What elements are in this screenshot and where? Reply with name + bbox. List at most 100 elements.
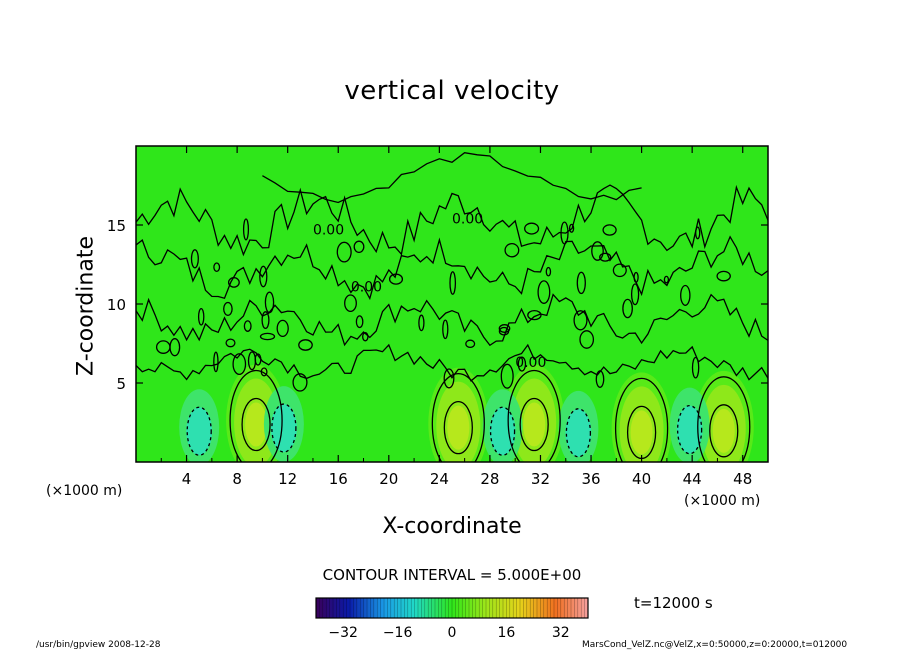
turbulent-cell [622, 298, 633, 319]
downdraft-core-4 [676, 405, 703, 454]
turbulent-cell [716, 270, 731, 282]
zero-contour-3 [136, 343, 768, 382]
turbulent-cell [500, 363, 514, 389]
colorbar-frame [315, 597, 589, 619]
turbulent-cell [344, 294, 357, 313]
turbulent-cell [568, 223, 575, 233]
x-tick-label-8: 36 [581, 470, 600, 488]
x-tick-label-11: 48 [733, 470, 752, 488]
x-tick-label-6: 28 [480, 470, 499, 488]
turbulent-cell [388, 273, 404, 285]
zero-contour-0 [136, 184, 768, 257]
turbulent-cell [560, 221, 569, 245]
contour-interval-label: CONTOUR INTERVAL = 5.000E+00 [322, 566, 582, 584]
downdraft-contour-0 [186, 406, 212, 456]
turbulent-cell [602, 224, 617, 236]
turbulent-cell [276, 319, 289, 338]
updraft-center-4 [712, 408, 735, 453]
turbulent-cell [545, 266, 552, 277]
y-tick-label-2: 15 [107, 217, 126, 235]
x-axis-unit-left: (×1000 m) [46, 483, 123, 499]
turbulent-cell [418, 314, 425, 332]
turbulent-cell [292, 373, 308, 392]
updraft-contour-outer-0 [229, 369, 283, 462]
updraft-contour-outer-2 [507, 369, 561, 462]
turbulent-cell [633, 271, 639, 283]
turbulent-cell [259, 332, 276, 341]
turbulent-cell [537, 280, 551, 304]
turbulent-cell [465, 339, 476, 349]
turbulent-cell [443, 368, 455, 389]
contour-lines [136, 152, 768, 462]
turbulent-cell [527, 309, 542, 321]
downdraft-core-0 [186, 407, 213, 456]
turbulent-cell [243, 320, 252, 332]
turbulent-cell [264, 291, 275, 314]
x-tick-label-5: 24 [430, 470, 449, 488]
turbulent-cell [498, 326, 510, 336]
updraft-contour-inner-1 [443, 401, 473, 455]
turbulent-cell [449, 271, 457, 295]
contour-label-group: 0.00 0.00 0.00 0.00 [313, 211, 546, 371]
colorbar-tick-label-2: 0 [448, 625, 457, 641]
colorbar-tick-label-4: 32 [552, 625, 570, 641]
x-tick-label-3: 16 [329, 470, 348, 488]
colorbar-tick-label-3: 16 [497, 625, 515, 641]
x-tick-label-10: 44 [683, 470, 702, 488]
turbulent-cell [573, 310, 588, 331]
velocity-cores [179, 364, 754, 462]
downdraft-core-2 [489, 407, 516, 456]
updraft-contour-inner-4 [709, 404, 739, 458]
contour-label-1: 0.00 [351, 279, 382, 295]
zero-contour-2 [136, 293, 768, 347]
time-label: t=12000 s [634, 594, 713, 612]
updraft-contour-inner-2 [519, 397, 549, 452]
turbulent-cell [680, 284, 691, 306]
contour-label-2: 0.00 [452, 211, 483, 227]
downdraft-core-3 [565, 408, 592, 457]
turbulent-cell [599, 252, 612, 262]
turbulent-cell [612, 263, 627, 278]
x-axis-ticks: 4 8 12 16 20 24 28 32 36 40 44 48 [160, 146, 752, 488]
turbulent-cell [663, 275, 670, 284]
y-tick-label-0: 5 [116, 375, 126, 393]
updraft-center-2 [523, 402, 546, 447]
chart-title: vertical velocity [344, 76, 560, 106]
turbulent-cell [355, 315, 364, 329]
x-axis-label: X-coordinate [382, 514, 522, 539]
updraft-contour-outer-3 [614, 377, 669, 462]
turbulent-cell [260, 367, 268, 377]
turbulent-cell [223, 301, 233, 316]
updraft-contour-inner-0 [241, 397, 271, 452]
x-tick-label-2: 12 [278, 470, 297, 488]
x-tick-label-1: 8 [232, 470, 242, 488]
downdraft-core-1 [270, 404, 297, 453]
downdraft-contour-1 [271, 403, 297, 453]
turbulent-cell [155, 340, 171, 354]
colorbar: −32 −16 0 16 32 [315, 597, 589, 641]
updraft-contour-outer-1 [431, 373, 485, 462]
downdraft-contour-4 [676, 405, 703, 455]
turbulent-cell [227, 277, 240, 288]
turbulent-cell [242, 218, 250, 241]
turbulent-cell [261, 311, 270, 330]
turbulent-cell [213, 262, 221, 273]
turbulent-cell [190, 249, 199, 269]
updraft-center-0 [245, 402, 268, 447]
turbulent-cell [517, 356, 527, 372]
turbulent-cell [213, 351, 219, 373]
turbulent-cell [691, 356, 700, 379]
downdraft-contour-2 [489, 406, 516, 456]
x-tick-label-4: 20 [379, 470, 398, 488]
turbulent-cell [504, 242, 520, 258]
updraft-contour-outer-4 [697, 376, 751, 462]
footer-left: /usr/bin/gpview 2008-12-28 [36, 640, 161, 650]
x-axis-unit-right: (×1000 m) [684, 493, 761, 509]
turbulent-cell [695, 226, 701, 240]
updraft-center-3 [630, 410, 653, 455]
turbulent-cell [591, 241, 604, 261]
turbulent-cell [197, 307, 205, 326]
y-axis-ticks: 5 10 15 [107, 217, 768, 393]
turbulent-cell [498, 324, 511, 333]
x-tick-label-9: 40 [632, 470, 651, 488]
